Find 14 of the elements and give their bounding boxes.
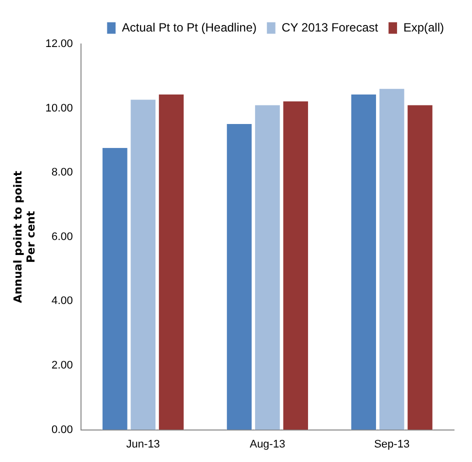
legend-label: Actual Pt to Pt (Headline) [122,20,257,34]
x-tick-label: Jun-13 [126,438,160,450]
y-tick-label: 6.00 [52,230,73,243]
y-tick-label: 4.00 [52,295,73,308]
y-axis-title: Annual point to point Per cent [11,170,38,303]
y-tick-label: 0.00 [52,424,73,436]
y-tick-label: 2.00 [52,360,73,372]
x-tick-label: Sep-13 [374,438,410,450]
y-tick-label: 10.00 [45,102,73,114]
y-tick-label: 8.00 [52,166,73,179]
x-tick-label: Aug-13 [250,438,286,450]
legend-label: Exp(all) [403,20,444,34]
legend-label: CY 2013 Forecast [282,20,379,34]
y-tick-label: 12.00 [45,38,73,50]
